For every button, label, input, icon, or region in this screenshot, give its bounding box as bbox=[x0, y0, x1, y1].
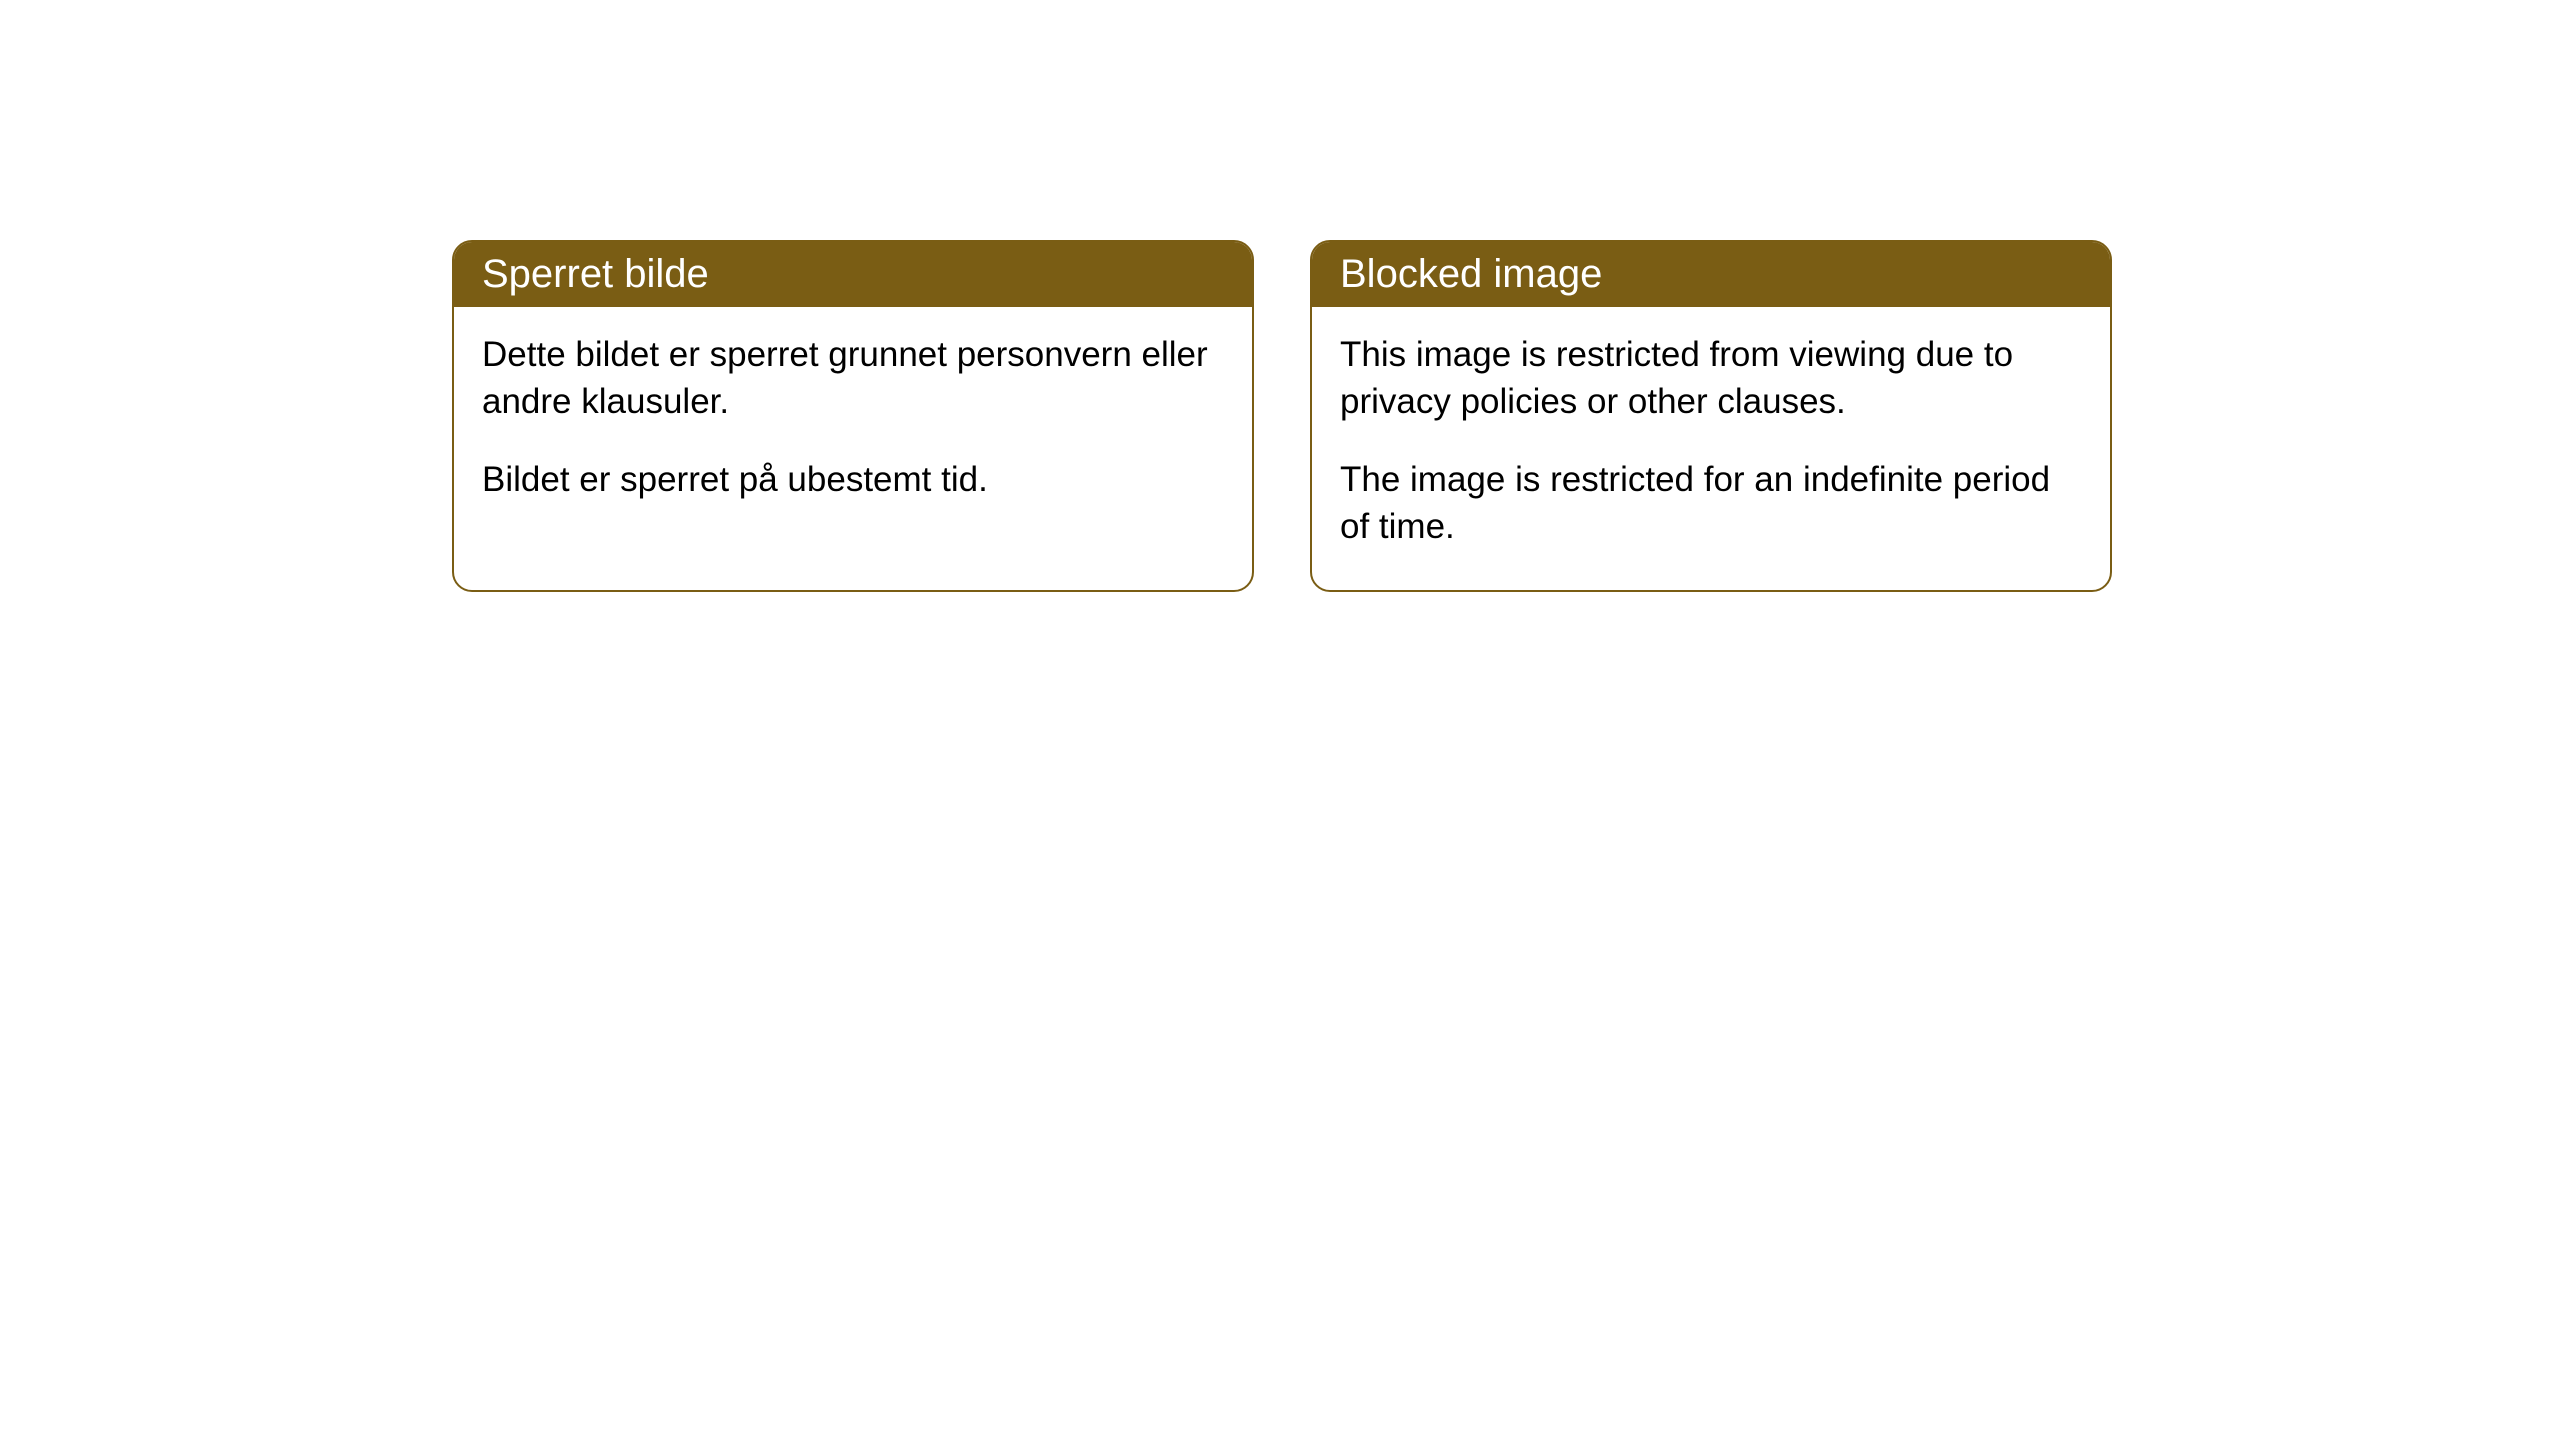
blocked-image-card-norwegian: Sperret bilde Dette bildet er sperret gr… bbox=[452, 240, 1254, 592]
blocked-image-card-english: Blocked image This image is restricted f… bbox=[1310, 240, 2112, 592]
card-header-english: Blocked image bbox=[1312, 242, 2110, 307]
cards-container: Sperret bilde Dette bildet er sperret gr… bbox=[0, 0, 2560, 592]
card-title-english: Blocked image bbox=[1340, 252, 1602, 296]
card-paragraph-1-english: This image is restricted from viewing du… bbox=[1340, 331, 2082, 426]
card-header-norwegian: Sperret bilde bbox=[454, 242, 1252, 307]
card-paragraph-1-norwegian: Dette bildet er sperret grunnet personve… bbox=[482, 331, 1224, 426]
card-body-english: This image is restricted from viewing du… bbox=[1312, 307, 2110, 590]
card-paragraph-2-english: The image is restricted for an indefinit… bbox=[1340, 456, 2082, 551]
card-title-norwegian: Sperret bilde bbox=[482, 252, 709, 296]
card-body-norwegian: Dette bildet er sperret grunnet personve… bbox=[454, 307, 1252, 543]
card-paragraph-2-norwegian: Bildet er sperret på ubestemt tid. bbox=[482, 456, 1224, 503]
